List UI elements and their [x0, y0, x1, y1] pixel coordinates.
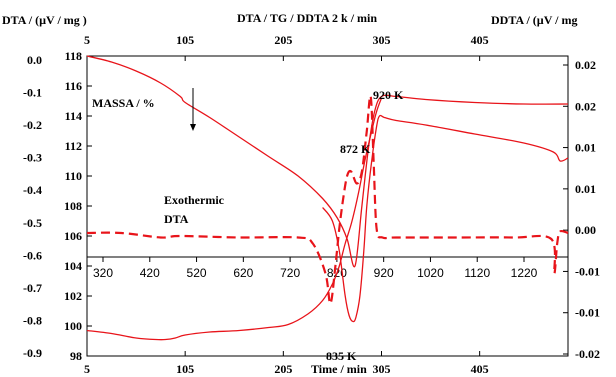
top-x-tick-label: 105	[176, 33, 194, 47]
ddta-tick-label: -0.01	[575, 306, 600, 320]
ddta-tick-label: 0.02	[575, 58, 596, 72]
dta-tick-label: -0.5	[23, 216, 42, 230]
bottom-x-tick-label: 205	[274, 362, 292, 376]
top-x-tick-label: 5	[84, 33, 90, 47]
temperature-tick-label: 1020	[417, 266, 444, 280]
dta-tick-label: -0.9	[23, 346, 42, 360]
tg-upper-line	[86, 55, 569, 268]
mass-tick-label: 98	[70, 349, 82, 363]
ddta-tick-label: -0.02	[575, 347, 600, 361]
mass-tick-label: 114	[65, 109, 82, 123]
dta-tick-label: -0.2	[23, 118, 42, 132]
mass-tick-label: 116	[65, 79, 82, 93]
mass-tick-label: 112	[65, 139, 82, 153]
temperature-tick-label: 520	[187, 266, 207, 280]
mass-tick-label: 108	[64, 199, 82, 213]
dta-tick-label: -0.7	[23, 281, 42, 295]
bottom-x-tick-label: 5	[84, 362, 90, 376]
ddta-tick-label: 0.01	[575, 182, 596, 196]
top-x-tick-label: 405	[471, 33, 489, 47]
dta-tick-label: 0.0	[27, 53, 42, 67]
dta-line	[322, 114, 569, 323]
x-axis-label: Time / min	[311, 362, 367, 376]
bottom-x-tick-label: 405	[471, 362, 489, 376]
mass-arrow-head	[190, 124, 196, 131]
peak-872k-label: 872 K	[340, 142, 371, 156]
ddta-tick-label: 0.00	[575, 223, 596, 237]
top-x-tick-label: 205	[274, 33, 292, 47]
mass-tick-label: 106	[64, 229, 82, 243]
bottom-x-tick-label: 105	[176, 362, 194, 376]
dta-tick-label: -0.4	[23, 183, 42, 197]
ddta-tick-label: 0.02	[575, 99, 596, 113]
dta-tick-label: -0.8	[23, 313, 42, 327]
mass-tick-label: 104	[64, 259, 82, 273]
peak-835k-label: 835 K	[326, 349, 357, 363]
top-x-tick-label: 305	[372, 33, 390, 47]
exothermic-annotation: Exothermic	[164, 193, 225, 207]
mass-tick-label: 110	[65, 169, 82, 183]
temperature-tick-label: 1220	[511, 266, 538, 280]
mass-tick-label: 102	[64, 289, 82, 303]
ddta-tick-label: 0.01	[575, 141, 596, 155]
ddta-line	[86, 94, 569, 305]
temperature-tick-label: 320	[93, 266, 113, 280]
temperature-tick-label: 920	[374, 266, 394, 280]
dta-tick-label: -0.1	[23, 86, 42, 100]
mass-tick-label: 100	[64, 319, 82, 333]
chart-title: DTA / TG / DDTA 2 k / min	[237, 11, 377, 25]
temperature-tick-label: 1120	[464, 266, 490, 280]
peak-920k-label: 920 K	[373, 88, 404, 102]
dta-tick-label: -0.6	[23, 248, 42, 262]
dta-tick-label: -0.3	[23, 151, 42, 165]
bottom-x-tick-label: 305	[372, 362, 390, 376]
ddta-tick-label: -0.01	[575, 264, 600, 278]
right-axis-title: DDTA / (µV / mg	[491, 13, 577, 27]
temperature-tick-label: 720	[280, 266, 300, 280]
dta-annotation: DTA	[164, 212, 189, 226]
plot-frame	[86, 55, 569, 357]
left-axis-title: DTA / (µV / mg )	[2, 13, 87, 27]
mass-tick-label: 118	[65, 49, 82, 63]
mass-annotation: MASSA / %	[92, 96, 155, 110]
temperature-tick-label: 620	[233, 266, 253, 280]
temperature-tick-label: 420	[140, 266, 160, 280]
